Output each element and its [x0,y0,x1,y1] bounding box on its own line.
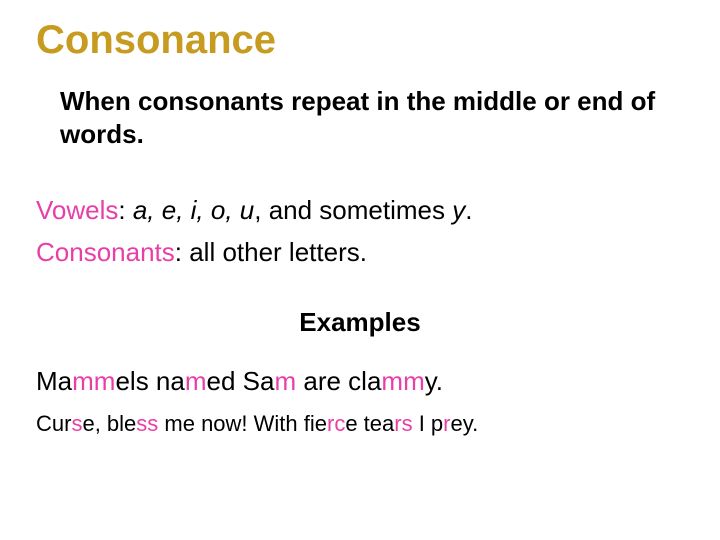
ex2-p4: e tea [345,411,394,436]
ex2-h5: r [443,411,450,436]
ex2-p1: Cur [36,411,71,436]
example-1: Mammels named Sam are clammy. [36,366,684,397]
ex2-h4: rs [394,411,412,436]
ex2-p6: ey. [451,411,479,436]
vowels-period: . [465,195,472,225]
ex2-h3: rc [327,411,345,436]
ex1-h1: mm [72,366,115,396]
ex2-p5: I p [413,411,444,436]
ex1-p3: ed Sa [207,366,275,396]
ex2-p3: me now! With fie [158,411,327,436]
ex1-p1: Ma [36,366,72,396]
ex2-h1: s [71,411,82,436]
ex2-p2: e, ble [82,411,136,436]
vowels-list: a, e, i, o, u [133,195,254,225]
definition-text: When consonants repeat in the middle or … [60,85,684,150]
slide-container: Consonance When consonants repeat in the… [0,0,720,437]
examples-heading: Examples [36,307,684,338]
ex1-p2: els na [115,366,184,396]
consonants-label: Consonants [36,237,175,267]
vowels-line: Vowels: a, e, i, o, u, and sometimes y. [36,192,684,228]
example-2: Curse, bless me now! With fierce tears I… [36,411,684,437]
vowels-y: y [452,195,465,225]
vowels-label: Vowels [36,195,118,225]
ex1-p5: y. [425,366,443,396]
ex2-h2: ss [136,411,158,436]
vowels-colon: : [118,195,132,225]
consonants-line: Consonants: all other letters. [36,234,684,270]
ex1-h4: mm [381,366,424,396]
ex1-h2: m [185,366,207,396]
consonants-text: : all other letters. [175,237,367,267]
slide-title: Consonance [36,18,684,63]
vowels-tail: , and sometimes [254,195,452,225]
ex1-h3: m [274,366,296,396]
ex1-p4: are cla [296,366,381,396]
